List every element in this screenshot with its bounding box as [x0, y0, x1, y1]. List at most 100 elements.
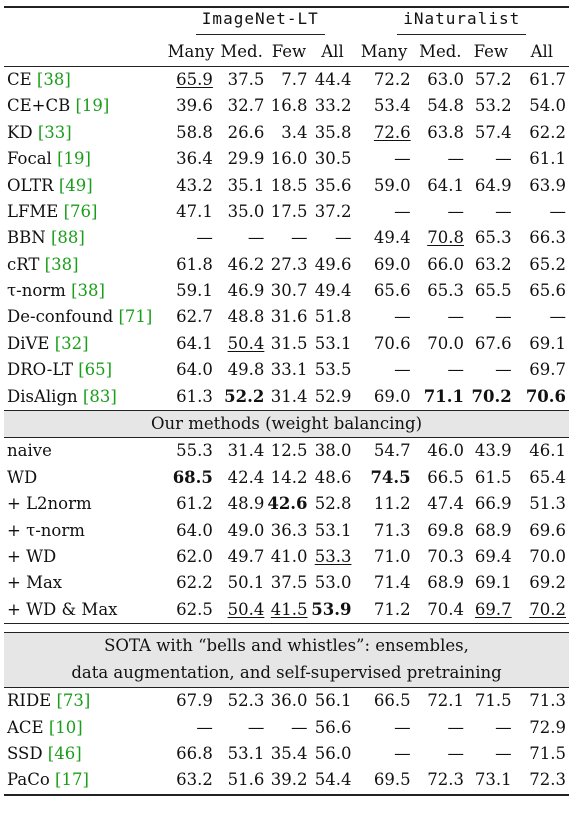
citation-link[interactable]: [38] [36, 69, 71, 89]
value-cell: 62.5 [166, 597, 216, 624]
citation-link[interactable]: [38] [71, 281, 105, 301]
value-cell: 52.2 [216, 384, 267, 411]
column-header-row: Many Med. Few All Many Med. Few All [4, 38, 569, 67]
value-cell: 70.3 [414, 544, 467, 570]
table-row: τ-norm [38] 59.1 46.9 30.7 49.4 65.6 65.3 65.5 6… [4, 278, 569, 304]
value-cell: — [354, 146, 413, 172]
value: — [196, 228, 213, 248]
value: 50.1 [227, 573, 265, 593]
value-cell: 71.3 [354, 518, 413, 544]
value: — [394, 743, 411, 763]
method-name: + L2norm [7, 494, 92, 514]
value: 64.0 [176, 360, 213, 380]
value-cell: 11.2 [354, 491, 413, 517]
value: 31.4 [270, 386, 308, 406]
value-cell: 47.4 [414, 491, 467, 517]
value: 66.5 [373, 691, 411, 711]
rule-cell [4, 793, 569, 797]
value: 3.4 [281, 122, 308, 142]
citation-link[interactable]: [65] [78, 360, 113, 380]
value-cell: — [354, 357, 413, 383]
value: 53.9 [311, 599, 352, 619]
value: 52.3 [227, 691, 265, 711]
value-cell: 64.1 [414, 173, 467, 199]
value: 54.0 [529, 96, 566, 116]
table-row: ACE [10] — — — 56.6 — — — 72.9 [4, 715, 569, 741]
value: 53.5 [314, 360, 352, 380]
value: 51.8 [314, 307, 352, 327]
value-cell: 71.2 [354, 597, 413, 624]
value-cell: 53.3 [311, 544, 355, 570]
value: 67.9 [176, 691, 213, 711]
value: 63.8 [427, 122, 464, 142]
value-cell: 31.6 [267, 305, 310, 331]
value: 52.9 [314, 386, 352, 406]
value: 69.1 [529, 333, 566, 353]
value-cell: 46.0 [414, 438, 467, 465]
value-cell: 36.3 [267, 518, 310, 544]
results-table-body: ImageNet-LT iNaturalist Many Med. Few Al… [4, 6, 569, 797]
citation-link[interactable]: [46] [47, 743, 82, 763]
value: 62.2 [529, 122, 566, 142]
value: 57.4 [474, 122, 512, 142]
citation-link[interactable]: [33] [37, 122, 72, 142]
citation-link[interactable]: [38] [44, 254, 79, 274]
value: 72.2 [373, 69, 411, 89]
value-cell: 49.7 [216, 544, 267, 570]
citation-link[interactable]: [83] [82, 386, 117, 406]
citation-link[interactable]: [49] [58, 175, 93, 195]
value-cell: 47.1 [166, 199, 216, 225]
value-cell: 72.6 [354, 120, 413, 146]
value: 66.5 [427, 467, 464, 487]
value-cell: 50.4 [216, 331, 267, 357]
method-cell: + L2norm [4, 491, 166, 517]
value: 69.7 [529, 360, 566, 380]
value: 69.0 [373, 254, 411, 274]
value: 71.5 [529, 743, 566, 763]
method-name: DiVE [7, 333, 50, 353]
table-row: + L2norm 61.2 48.9 42.6 52.8 11.2 47.4 66.9 51.3 [4, 491, 569, 517]
citation-link[interactable]: [88] [50, 228, 85, 248]
citation-link[interactable]: [71] [118, 307, 153, 327]
column-header: Few [271, 41, 307, 61]
value: — [549, 307, 567, 327]
value: 57.2 [474, 69, 512, 89]
citation-link[interactable]: [19] [57, 149, 91, 169]
citation-link[interactable]: [32] [54, 333, 89, 353]
value-cell: 35.1 [216, 173, 267, 199]
value-cell: 30.5 [311, 146, 355, 172]
value: 48.6 [314, 467, 352, 487]
value-cell: — [216, 225, 267, 251]
value-cell: 67.6 [467, 331, 515, 357]
value-cell: 70.0 [515, 544, 569, 570]
value: 69.4 [474, 546, 512, 566]
value-cell: 53.2 [467, 93, 515, 119]
value-cell: 35.0 [216, 199, 267, 225]
method-name: ACE [7, 717, 44, 737]
method-cell: + WD & Max [4, 597, 166, 624]
citation-link[interactable]: [17] [55, 770, 89, 790]
value-cell: 53.5 [311, 357, 355, 383]
value: 61.5 [474, 467, 512, 487]
value-cell: 54.4 [311, 767, 355, 794]
value-cell: 64.0 [166, 518, 216, 544]
citation-link[interactable]: [73] [56, 691, 91, 711]
value-cell: 26.6 [216, 120, 267, 146]
value: — [394, 201, 411, 221]
value-cell: 65.5 [467, 278, 515, 304]
method-cell: CE+CB [19] [4, 93, 166, 119]
citation-link[interactable]: [19] [75, 96, 110, 116]
value-cell: 69.7 [515, 357, 569, 383]
citation-link[interactable]: [76] [63, 201, 98, 221]
citation-link[interactable]: [10] [48, 717, 83, 737]
value: 72.1 [427, 691, 464, 711]
value: 7.7 [281, 69, 308, 89]
value: 47.4 [427, 494, 464, 514]
column-header: Med. [419, 41, 462, 61]
value-cell: 69.7 [467, 597, 515, 624]
value-cell: 70.8 [414, 225, 467, 251]
value: 53.1 [314, 520, 352, 540]
value-cell: — [166, 715, 216, 741]
value-cell: 57.4 [467, 120, 515, 146]
value: 69.7 [474, 599, 512, 619]
